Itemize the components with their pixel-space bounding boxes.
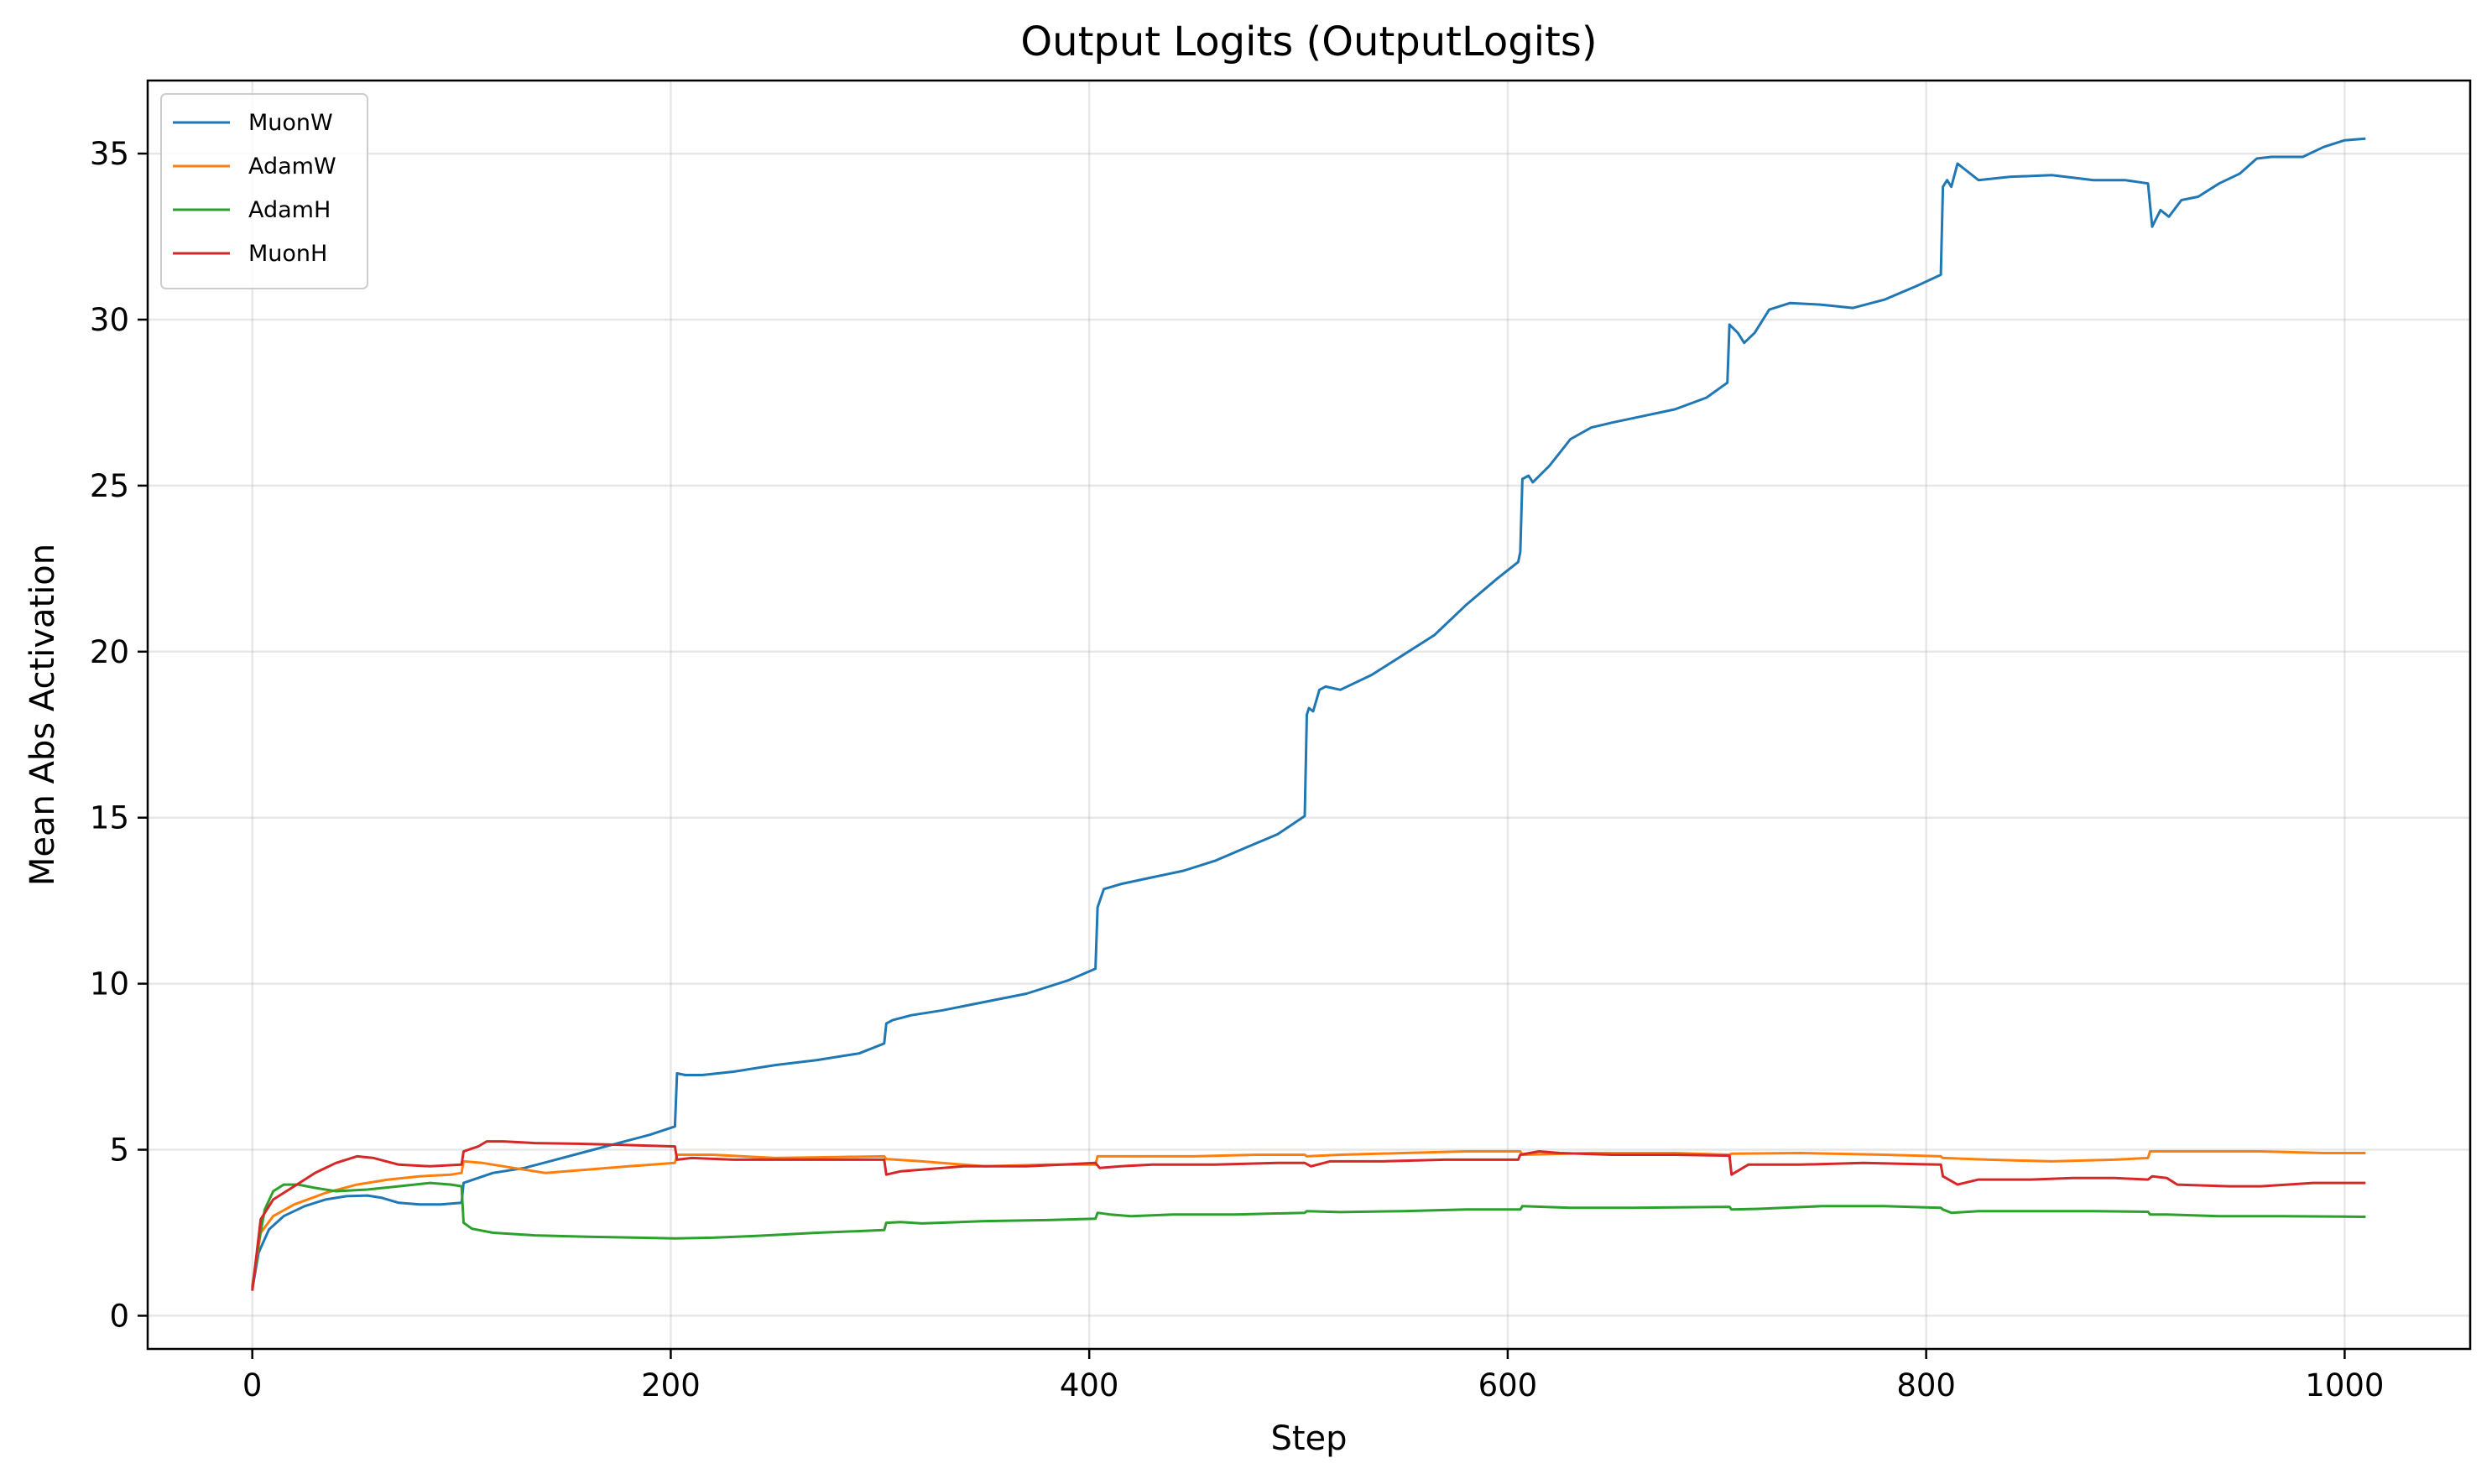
x-tick-label: 800 bbox=[1896, 1367, 1956, 1403]
legend-label: MuonW bbox=[248, 110, 333, 136]
series-lines bbox=[251, 137, 2366, 1291]
plot-frame bbox=[146, 79, 2472, 1351]
y-tick-label: 0 bbox=[109, 1298, 129, 1334]
x-tick-label: 400 bbox=[1060, 1367, 1119, 1403]
series-line-adamw bbox=[251, 1150, 2366, 1287]
x-tick-label: 0 bbox=[242, 1367, 263, 1403]
y-tick-label: 15 bbox=[90, 800, 129, 836]
series-line-muonh bbox=[251, 1140, 2366, 1291]
y-tick-label: 35 bbox=[90, 136, 129, 172]
legend-entries: MuonW AdamW AdamH MuonH bbox=[173, 110, 336, 267]
legend: MuonW AdamW AdamH MuonH bbox=[160, 93, 368, 289]
series-line-adamh bbox=[251, 1181, 2366, 1289]
y-tick-label: 10 bbox=[90, 966, 129, 1002]
legend-label: MuonH bbox=[248, 241, 327, 267]
y-tick-label: 20 bbox=[90, 634, 129, 670]
y-axis-label: Mean Abs Activation bbox=[23, 544, 62, 886]
y-tick-label: 30 bbox=[90, 302, 129, 338]
x-axis-label: Step bbox=[1270, 1419, 1347, 1458]
x-axis-ticks: 0 200 400 600 800 1000 bbox=[242, 1349, 2384, 1403]
legend-label: AdamW bbox=[248, 154, 336, 180]
series-line-muonw bbox=[251, 137, 2366, 1290]
x-tick-label: 1000 bbox=[2305, 1367, 2384, 1403]
y-axis-ticks: 0 5 10 15 20 25 30 35 bbox=[90, 136, 148, 1334]
legend-label: AdamH bbox=[248, 197, 331, 223]
legend-box bbox=[160, 93, 368, 289]
x-tick-label: 200 bbox=[641, 1367, 701, 1403]
x-tick-label: 600 bbox=[1478, 1367, 1538, 1403]
y-tick-label: 25 bbox=[90, 468, 129, 504]
y-tick-label: 5 bbox=[109, 1133, 129, 1169]
chart-title: Output Logits (OutputLogits) bbox=[1020, 18, 1597, 65]
grid bbox=[148, 81, 2470, 1349]
